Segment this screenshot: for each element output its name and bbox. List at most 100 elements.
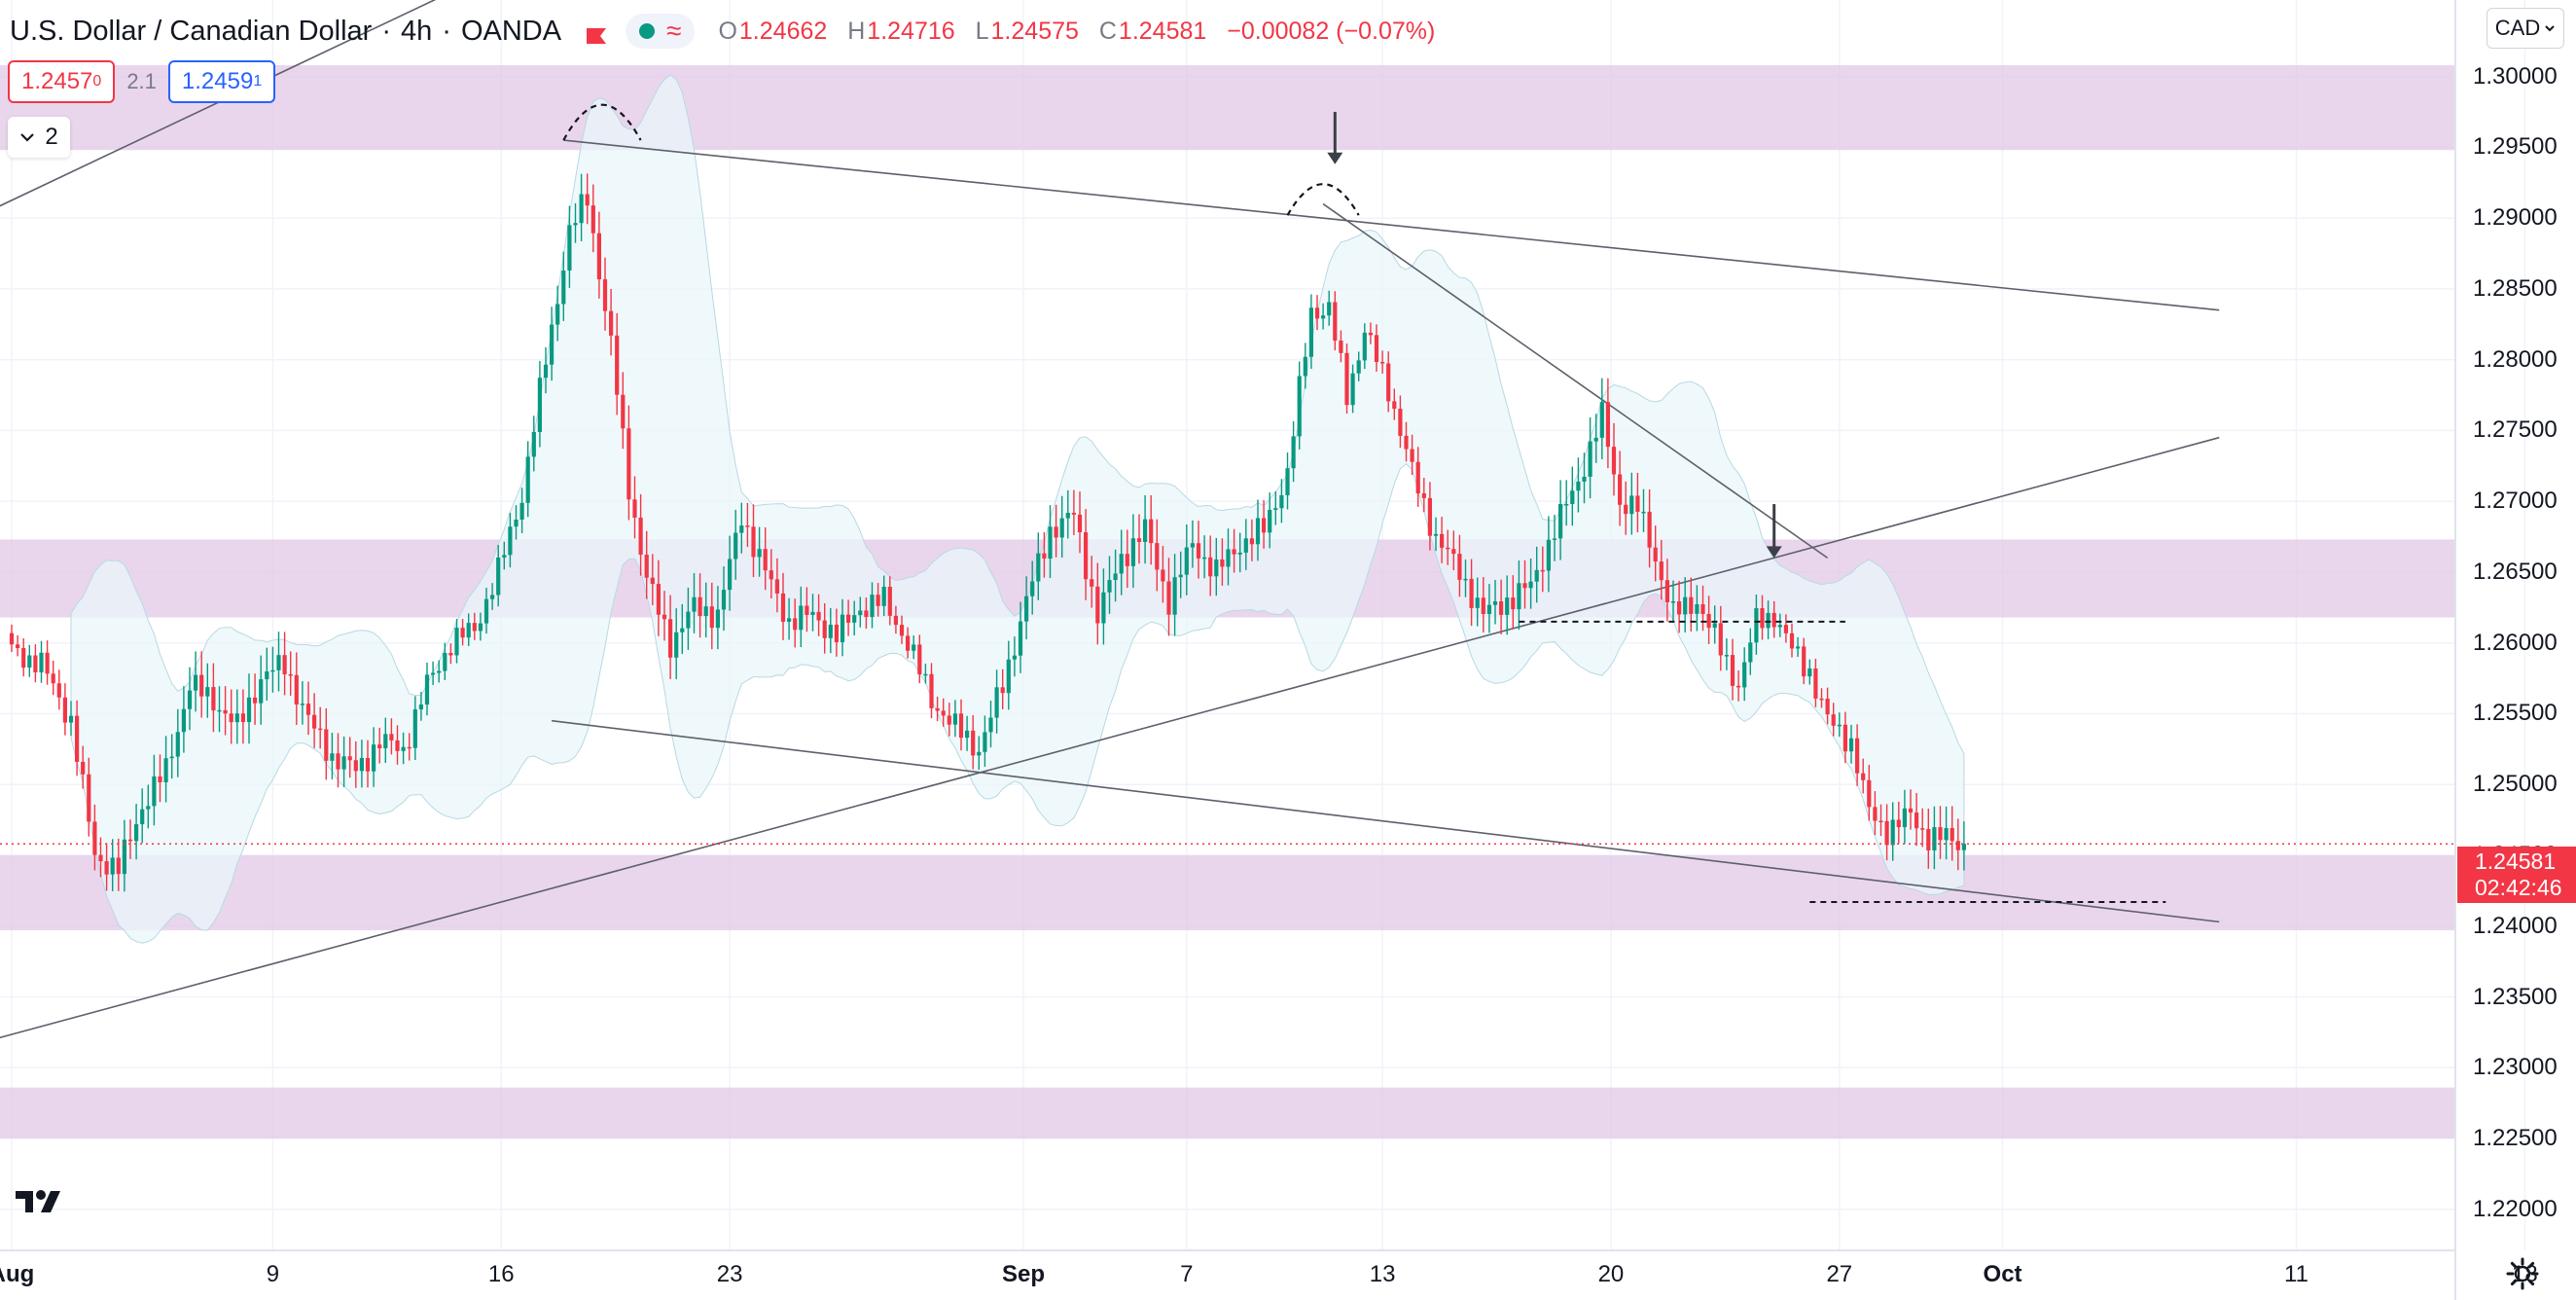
candle-body	[104, 861, 109, 875]
candle-body	[668, 619, 673, 658]
candle-body	[496, 558, 501, 596]
price-tick-label: 1.29500	[2473, 133, 2558, 161]
candle-body	[952, 713, 957, 725]
candle-body	[1214, 559, 1219, 577]
candle-body	[1802, 646, 1807, 677]
candle-body	[116, 857, 121, 875]
indicators-collapse-button[interactable]: 2	[8, 117, 70, 158]
candle-body	[971, 730, 976, 756]
candle-body	[454, 628, 459, 656]
tradingview-logo-icon[interactable]	[12, 1179, 66, 1224]
candle-body	[336, 753, 340, 770]
candle-body	[787, 618, 792, 622]
broker-name[interactable]: OANDA	[460, 15, 562, 47]
candle-body	[217, 709, 222, 712]
candle-body	[579, 194, 584, 224]
candles	[9, 173, 1966, 892]
trendlines[interactable]	[0, 0, 2220, 1089]
candle-body	[799, 605, 804, 631]
approx-icon: ≈	[666, 16, 682, 46]
annotations[interactable]	[562, 103, 2166, 904]
candle-body	[1540, 569, 1545, 572]
bollinger-band-fill	[70, 74, 1965, 944]
candle-body	[929, 673, 934, 708]
low-value: 1.24575	[990, 17, 1079, 45]
time-tick-label: 23	[716, 1261, 743, 1287]
candle-body	[864, 610, 869, 618]
open-value: 1.24662	[738, 17, 828, 45]
candle-body	[1558, 504, 1563, 539]
timeframe[interactable]: 4h	[401, 15, 433, 47]
candle-body	[62, 697, 67, 723]
gear-icon[interactable]	[2504, 1255, 2541, 1292]
candle-body	[899, 625, 905, 636]
candle-body	[294, 674, 299, 704]
candle-body	[146, 806, 151, 810]
candle-body	[1914, 812, 1919, 829]
candle-body	[134, 824, 139, 842]
candle-body	[1172, 577, 1177, 615]
candle-body	[199, 674, 204, 697]
candle-body	[1908, 808, 1914, 813]
candle-body	[822, 620, 827, 638]
change-value: −0.00082 (−0.07%)	[1227, 17, 1436, 45]
candle-body	[1896, 819, 1901, 828]
symbol-name[interactable]: U.S. Dollar / Canadian Dollar	[10, 15, 373, 47]
currency-selector[interactable]: CAD	[2487, 8, 2564, 49]
candle-body	[531, 431, 536, 457]
candle-body	[567, 225, 572, 271]
market-status-pill[interactable]: ≈	[626, 14, 696, 49]
candle-body	[912, 644, 916, 651]
flag-icon[interactable]	[585, 21, 608, 44]
candle-body	[834, 624, 839, 643]
candle-body	[1018, 621, 1023, 656]
candle-body	[1670, 601, 1676, 603]
candle-body	[602, 279, 608, 311]
candle-body	[1825, 698, 1830, 715]
buy-button[interactable]: 1.2459 1	[167, 60, 276, 103]
candle-body	[1695, 604, 1699, 614]
candle-body	[401, 746, 406, 751]
high-value: 1.24716	[867, 17, 955, 45]
candle-body	[163, 758, 168, 782]
last-price-value: 1.24581	[2475, 849, 2557, 874]
sell-button[interactable]: 1.2457 0	[8, 60, 116, 103]
candle-body	[1884, 820, 1889, 846]
candle-body	[1327, 302, 1332, 316]
candle-body	[1766, 612, 1771, 629]
candle-body	[1065, 512, 1070, 519]
candle-body	[1243, 538, 1248, 553]
indicator-count: 2	[45, 124, 58, 150]
candle-body	[56, 683, 61, 698]
candle-body	[906, 635, 911, 651]
candle-body	[1742, 662, 1747, 688]
candle-body	[1285, 468, 1290, 495]
candle-body	[1392, 401, 1397, 410]
candle-body	[353, 760, 358, 772]
candle-body	[359, 757, 364, 772]
candle-body	[1333, 302, 1338, 342]
candle-body	[763, 549, 768, 571]
candle-body	[1433, 533, 1439, 536]
candle-body	[1155, 543, 1160, 570]
candle-body	[431, 672, 436, 675]
candle-body	[246, 697, 252, 723]
candle-body	[240, 713, 245, 723]
candle-body	[1570, 490, 1575, 505]
candle-body	[1813, 668, 1818, 699]
candle-body	[805, 605, 809, 615]
candle-body	[187, 690, 193, 709]
down-arrow-head	[1327, 152, 1343, 164]
candle-body	[1380, 362, 1385, 364]
candle-body	[715, 609, 720, 629]
candle-body	[1777, 625, 1782, 628]
candle-body	[1451, 549, 1456, 555]
candle-body	[1410, 449, 1414, 462]
candle-body	[769, 570, 773, 580]
candle-body	[590, 205, 595, 234]
trendline	[0, 0, 437, 207]
candle-body	[1505, 597, 1510, 615]
candle-body	[1486, 604, 1491, 614]
candle-body	[1511, 597, 1516, 610]
